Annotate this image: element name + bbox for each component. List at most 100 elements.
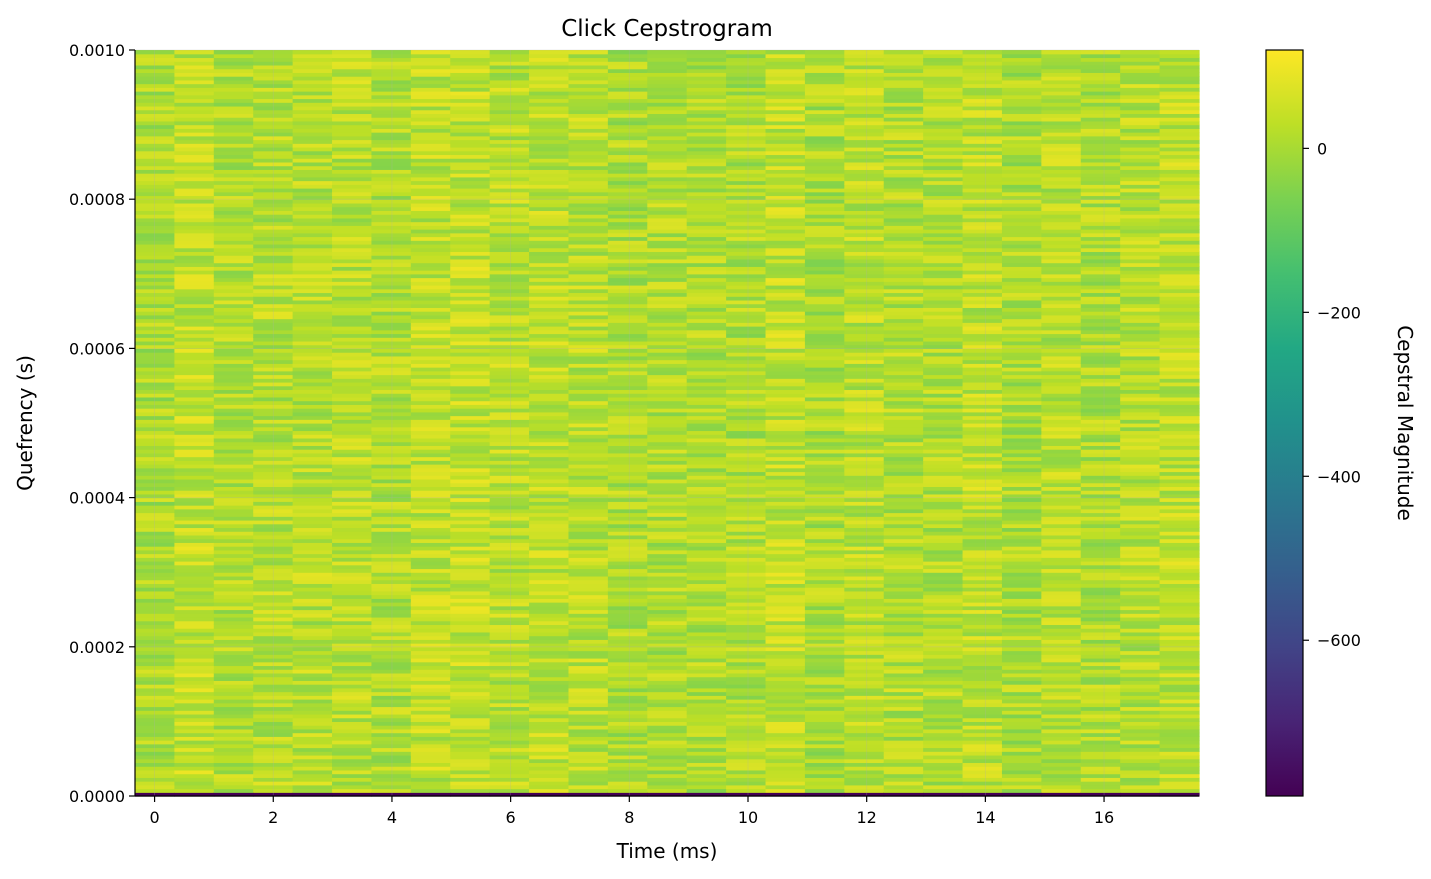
- heatmap-cell: [489, 340, 530, 346]
- heatmap-cell: [410, 199, 451, 204]
- heatmap-cell: [174, 53, 215, 59]
- heatmap-cell: [213, 292, 254, 297]
- heatmap-cell: [450, 583, 491, 588]
- heatmap-cell: [489, 76, 530, 81]
- heatmap-cell: [647, 83, 688, 88]
- heatmap-cell: [371, 292, 412, 297]
- heatmap-cell: [489, 781, 530, 786]
- heatmap-cell: [135, 299, 176, 305]
- heatmap-cell: [686, 661, 727, 667]
- heatmap-cell: [883, 449, 924, 454]
- heatmap-cell: [253, 561, 294, 566]
- heatmap-cell: [1041, 102, 1082, 107]
- heatmap-cell: [883, 102, 924, 107]
- heatmap-cell: [292, 374, 333, 379]
- heatmap-cell: [1001, 758, 1042, 764]
- heatmap-cell: [804, 98, 845, 103]
- heatmap-cell: [1080, 467, 1121, 473]
- heatmap-cell: [1041, 188, 1082, 193]
- heatmap-cell: [332, 76, 373, 81]
- heatmap-cell: [883, 661, 924, 667]
- heatmap-cell: [253, 464, 294, 469]
- heatmap-cell: [135, 273, 176, 279]
- heatmap-cell: [135, 478, 176, 484]
- heatmap-cell: [923, 676, 964, 681]
- heatmap-cell: [292, 91, 333, 96]
- heatmap-cell: [844, 564, 885, 570]
- heatmap-cell: [923, 169, 964, 174]
- heatmap-cell: [1080, 702, 1121, 708]
- heatmap-cell: [726, 307, 767, 312]
- heatmap-cell: [292, 493, 333, 499]
- heatmap-cell: [962, 143, 1003, 148]
- heatmap-cell: [568, 139, 609, 144]
- heatmap-cell: [1041, 236, 1082, 241]
- heatmap-cell: [1080, 318, 1121, 323]
- heatmap-cell: [489, 202, 530, 208]
- heatmap-cell: [489, 449, 530, 454]
- heatmap-cell: [883, 781, 924, 786]
- heatmap-cell: [607, 184, 648, 189]
- heatmap-cell: [371, 161, 412, 167]
- heatmap-cell: [450, 326, 491, 331]
- heatmap-cell: [213, 404, 254, 409]
- heatmap-cell: [213, 635, 254, 640]
- heatmap-cell: [726, 113, 767, 118]
- heatmap-cell: [450, 374, 491, 379]
- heatmap-cell: [213, 475, 254, 480]
- heatmap-cell: [253, 232, 294, 238]
- heatmap-cell: [647, 721, 688, 726]
- heatmap-cell: [1080, 713, 1121, 719]
- heatmap-cell: [371, 314, 412, 320]
- heatmap-cell: [844, 337, 885, 342]
- heatmap-cell: [410, 792, 451, 797]
- heatmap-cell: [804, 691, 845, 696]
- heatmap-cell: [410, 650, 451, 655]
- heatmap-cell: [647, 154, 688, 159]
- heatmap-cell: [174, 367, 215, 372]
- heatmap-cell: [883, 273, 924, 279]
- heatmap-cell: [1001, 602, 1042, 607]
- heatmap-cell: [213, 266, 254, 271]
- heatmap-cell: [371, 732, 412, 737]
- heatmap-cell: [135, 79, 176, 85]
- heatmap-cell: [883, 471, 924, 476]
- heatmap-cell: [647, 340, 688, 346]
- heatmap-cell: [844, 546, 885, 551]
- heatmap-cell: [923, 784, 964, 790]
- heatmap-cell: [647, 549, 688, 555]
- heatmap-cell: [686, 408, 727, 413]
- heatmap-cell: [647, 180, 688, 185]
- heatmap-cell: [174, 206, 215, 211]
- heatmap-cell: [923, 445, 964, 450]
- heatmap-cell: [489, 124, 530, 129]
- heatmap-cell: [489, 777, 530, 782]
- heatmap-cell: [962, 646, 1003, 652]
- heatmap-cell: [804, 367, 845, 372]
- heatmap-cell: [529, 512, 570, 517]
- heatmap-cell: [174, 736, 215, 741]
- heatmap-cell: [371, 620, 412, 626]
- heatmap-cell: [292, 553, 333, 558]
- heatmap-cell: [647, 710, 688, 715]
- heatmap-cell: [371, 725, 412, 730]
- heatmap-cell: [962, 281, 1003, 286]
- heatmap-cell: [371, 553, 412, 558]
- heatmap-cell: [213, 523, 254, 529]
- heatmap-cell: [450, 646, 491, 652]
- heatmap-cell: [450, 344, 491, 349]
- heatmap-cell: [529, 553, 570, 558]
- heatmap-cell: [568, 169, 609, 174]
- heatmap-cell: [371, 318, 412, 323]
- heatmap-cell: [686, 460, 727, 465]
- heatmap-cell: [1001, 542, 1042, 547]
- heatmap-cell: [686, 654, 727, 659]
- heatmap-cell: [883, 624, 924, 629]
- heatmap-cell: [568, 460, 609, 465]
- heatmap-cell: [529, 452, 570, 458]
- heatmap-cell: [292, 158, 333, 163]
- heatmap-cell: [371, 367, 412, 372]
- heatmap-cell: [962, 605, 1003, 611]
- heatmap-cell: [371, 284, 412, 290]
- heatmap-cell: [765, 288, 806, 294]
